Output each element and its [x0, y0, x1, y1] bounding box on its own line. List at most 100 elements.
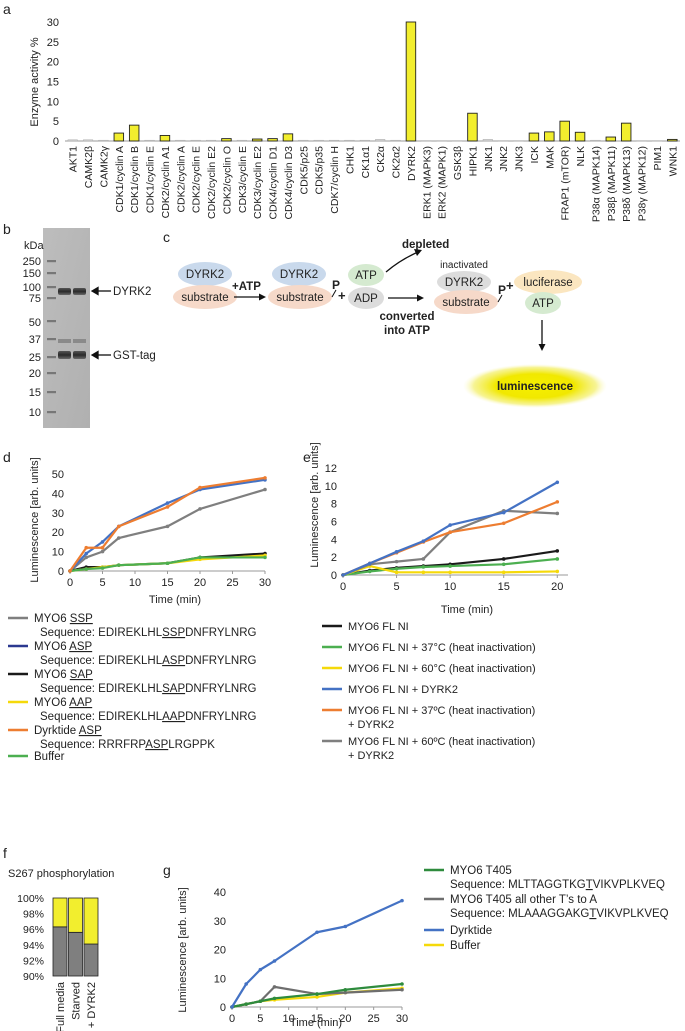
ladder-band [47, 297, 56, 300]
chart-e-point [367, 569, 372, 574]
chart-g-point [272, 959, 277, 963]
a-xtick: CDK3/cyclin E [237, 146, 249, 213]
panel-d-chart: Luminescence [arb. units] Time (min) 0 10… [29, 457, 271, 606]
kda-markers: 250 150 100 75 50 37 25 20 15 10 [23, 256, 41, 419]
f-bar-lower [68, 931, 83, 977]
panel-e-legend: MYO6 FL NI MYO6 FL NI + 37°C (heat inacti… [322, 621, 536, 762]
a-xtick: P38α (MAPK14) [590, 146, 602, 222]
a-bar [590, 139, 601, 142]
convert-arrowhead [417, 294, 424, 302]
chart-d-point [84, 545, 89, 550]
ladder-band [47, 260, 56, 263]
d-legend-name-underlined: SAP [70, 669, 93, 681]
g-seq-part: Sequence: MLTTAGGTKG [450, 879, 586, 891]
a-xtick: P38β (MAPK11) [606, 146, 618, 221]
chart-g-point [258, 999, 263, 1004]
d-seq-underlined: AAP [162, 711, 185, 723]
chart-e-ytick: 0 [331, 570, 337, 582]
e-legend-label: MYO6 FL NI + 37ºC (heat inactivation) [348, 705, 535, 717]
chart-e-point [421, 539, 426, 543]
chart-d-point [198, 555, 202, 560]
d-seq-underlined: SSP [162, 627, 185, 639]
chart-g-point [400, 898, 404, 903]
a-ytick: 20 [47, 57, 59, 69]
chart-g-xtick: 10 [283, 1013, 295, 1025]
chart-d-xtick: 0 [67, 577, 73, 589]
kda-marker: 15 [29, 387, 41, 399]
g-legend-label: Dyrktide [450, 925, 492, 937]
chart-d-point [165, 561, 170, 566]
d-legend-name-underlined: AAP [69, 697, 92, 709]
a-bar [267, 138, 278, 142]
f-ytick: 90% [23, 971, 44, 983]
chart-g-point [244, 982, 248, 986]
chart-g-point [244, 1002, 248, 1006]
d-seq-part: DNFRYLNRG [185, 711, 256, 723]
e-legend-label: + DYRK2 [348, 750, 394, 762]
a-bar [67, 139, 78, 142]
chart-d-point [198, 485, 202, 490]
phospho-bond [497, 294, 503, 303]
a-bar [344, 139, 355, 142]
panel-c-schematic: DYRK2 substrate +ATP DYRK2 substrate P +… [173, 239, 607, 408]
chart-g-point [272, 985, 277, 989]
a-bar [375, 139, 386, 142]
a-bar [651, 140, 662, 142]
panel-d-xlabel: Time (min) [149, 594, 201, 606]
chart-e-point [501, 557, 506, 561]
d-legend-name: Buffer [34, 751, 65, 763]
dyrk2-band-lane1 [58, 288, 71, 295]
a-xtick: GSK3β [452, 146, 464, 180]
chart-e-point [448, 570, 452, 575]
kda-marker: 25 [29, 352, 41, 364]
chart-e-point [448, 530, 452, 534]
kda-label: kDa [24, 240, 44, 252]
atp-step-label: +ATP [232, 281, 261, 293]
panel-d-label: d [3, 449, 11, 465]
phospho-p: P [498, 283, 506, 297]
e-legend-label: MYO6 FL NI + 60ºC (heat inactivation) [348, 736, 535, 748]
d-legend-name-underlined: ASP [79, 725, 102, 737]
chart-d-point [263, 487, 267, 492]
a-bar [159, 134, 171, 142]
g-legend-label: MYO6 T405 [450, 865, 512, 877]
a-bar [436, 140, 447, 142]
g-seq-underlined: T [589, 908, 596, 920]
panel-f-chart: S267 phosphorylation 90% 92% 94% 96% 98% 100%… [8, 868, 114, 1031]
e-legend-label: + DYRK2 [348, 719, 394, 731]
chart-e-ytick: 6 [331, 517, 337, 529]
a-bar [482, 139, 493, 142]
atp-text: ATP [532, 298, 554, 310]
dyrk2-text: DYRK2 [445, 277, 483, 289]
a-xtick: ERK2 (MAPK1) [437, 146, 449, 219]
plus-sign: + [506, 278, 514, 293]
depleted-label: depleted [402, 239, 449, 251]
chart-e-point [501, 562, 506, 567]
chart-e-point [448, 523, 452, 527]
a-xtick: JNK3 [514, 146, 526, 172]
luminescence-arrowhead [538, 344, 546, 351]
phospho-bond [331, 289, 337, 298]
a-ytick: 15 [47, 77, 59, 89]
a-bar [390, 139, 401, 142]
a-xtick: MAK [544, 146, 556, 169]
a-bar [620, 122, 632, 142]
chart-g-xtick: 30 [396, 1013, 408, 1025]
a-xtick: CAMK2γ [98, 145, 110, 187]
a-xtick: CDK2/cyclin A [175, 146, 187, 213]
a-bar [206, 139, 217, 142]
chart-d-point [100, 545, 105, 550]
chart-d-point [84, 555, 89, 560]
chart-g-point [315, 992, 319, 996]
luminescence-glow [463, 364, 607, 408]
panel-f-label: f [3, 845, 7, 861]
substrate-bubble [173, 285, 237, 309]
chart-g-ytick: 20 [214, 945, 226, 957]
d-seq-part: Sequence: EDIREKLHL [40, 627, 163, 639]
g-seq-part: Sequence: MLAAAGGAKG [450, 908, 589, 920]
a-xtick: CAMK2β [83, 146, 95, 188]
chart-e-xtick: 20 [551, 581, 563, 593]
luminescence-text: luminescence [497, 381, 573, 393]
a-xtick: CDK2/cyclin O [221, 146, 233, 214]
